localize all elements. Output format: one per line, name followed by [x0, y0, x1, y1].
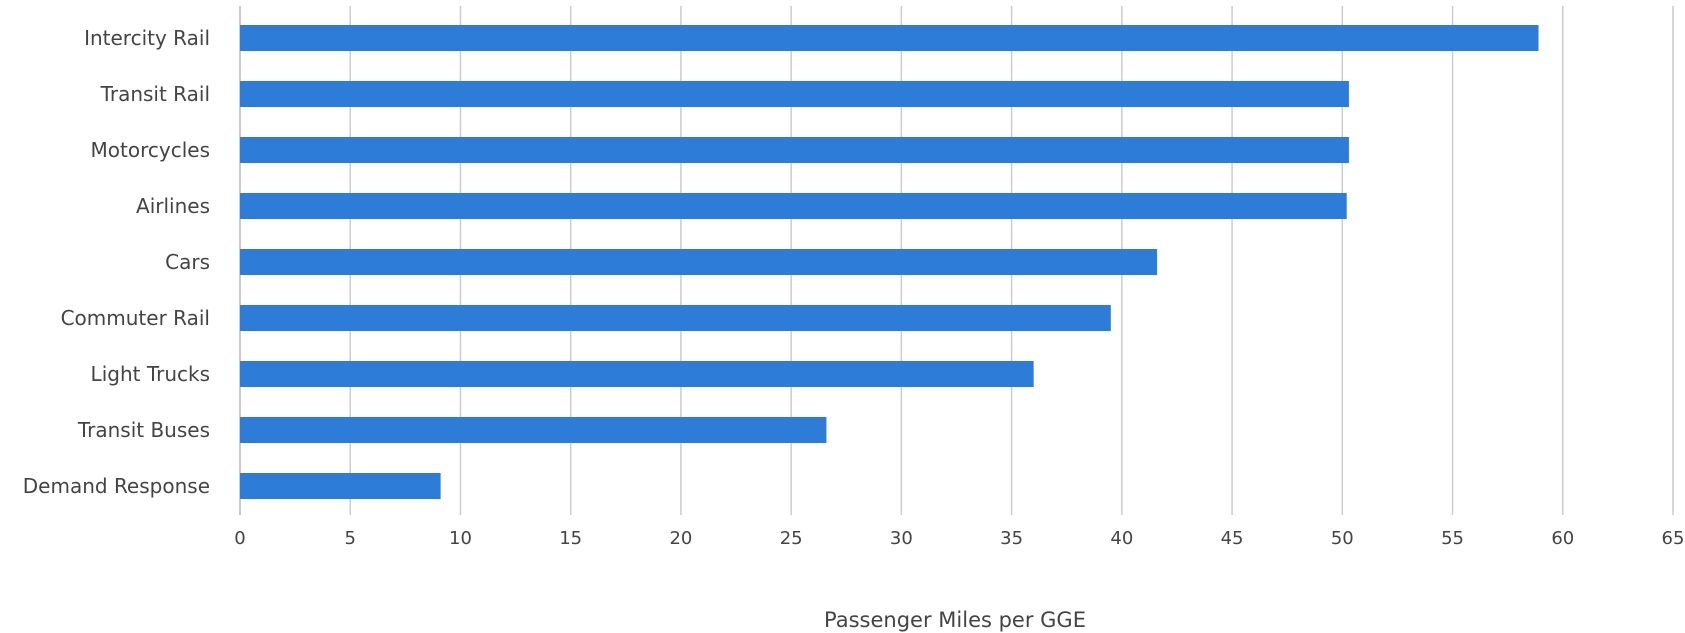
- x-tick-label: 30: [890, 528, 913, 549]
- bar[interactable]: [240, 193, 1347, 219]
- category-label: Light Trucks: [91, 362, 210, 386]
- category-label: Transit Rail: [100, 82, 210, 106]
- category-label: Commuter Rail: [61, 306, 210, 330]
- bar[interactable]: [240, 417, 827, 443]
- x-tick-label: 35: [1000, 528, 1023, 549]
- x-tick-label: 45: [1221, 528, 1244, 549]
- x-tick-label: 60: [1551, 528, 1574, 549]
- x-tick-label: 25: [780, 528, 803, 549]
- category-label: Intercity Rail: [84, 26, 210, 50]
- x-tick-label: 5: [345, 528, 356, 549]
- bar[interactable]: [240, 25, 1539, 51]
- x-axis-title: Passenger Miles per GGE: [824, 608, 1086, 632]
- bar[interactable]: [240, 473, 441, 499]
- category-label: Motorcycles: [91, 138, 210, 162]
- category-labels: Intercity Rail Transit Rail Motorcycles Air…: [23, 26, 210, 498]
- x-tick-label: 20: [669, 528, 692, 549]
- x-tick-label: 0: [234, 528, 245, 549]
- x-tick-label: 65: [1662, 528, 1685, 549]
- bar[interactable]: [240, 361, 1034, 387]
- category-label: Transit Buses: [77, 418, 210, 442]
- bar[interactable]: [240, 137, 1349, 163]
- x-tick-label: 10: [449, 528, 472, 549]
- category-label: Airlines: [136, 194, 210, 218]
- x-tick-label: 15: [559, 528, 582, 549]
- bar[interactable]: [240, 305, 1111, 331]
- category-label: Cars: [165, 250, 210, 274]
- bar[interactable]: [240, 81, 1349, 107]
- x-tick-labels: 0 5 10 15 20 25 30 35 40 45 50 55 60 65: [234, 528, 1684, 549]
- bar[interactable]: [240, 249, 1158, 275]
- x-tick-label: 40: [1110, 528, 1133, 549]
- category-label: Demand Response: [23, 474, 210, 498]
- x-tick-label: 50: [1331, 528, 1354, 549]
- bars: [240, 25, 1539, 499]
- x-tick-label: 55: [1441, 528, 1464, 549]
